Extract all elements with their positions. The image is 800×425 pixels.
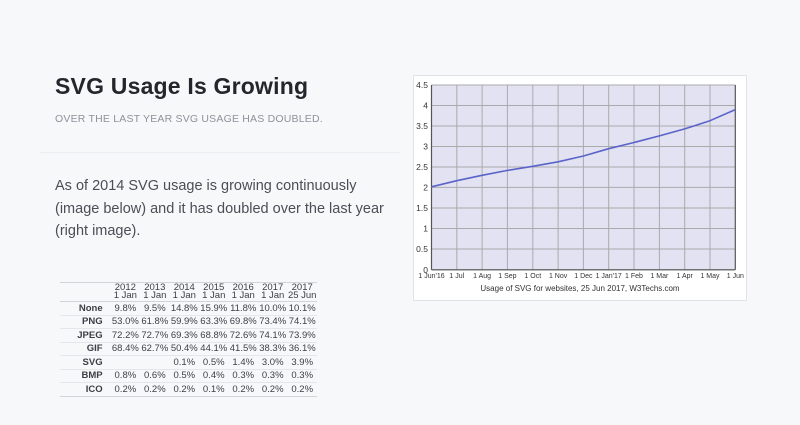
svg-text:1.5: 1.5 xyxy=(416,203,428,213)
svg-text:1 Jun'16: 1 Jun'16 xyxy=(418,273,444,280)
svg-text:1 Mar: 1 Mar xyxy=(650,273,669,280)
svg-text:1 Nov: 1 Nov xyxy=(549,273,568,280)
svg-text:1 Feb: 1 Feb xyxy=(625,273,643,280)
svg-text:1 Jun: 1 Jun xyxy=(727,273,744,280)
svg-text:2: 2 xyxy=(423,182,428,192)
svg-text:0.5: 0.5 xyxy=(416,244,428,254)
svg-text:4.5: 4.5 xyxy=(416,80,428,90)
svg-text:1 Apr: 1 Apr xyxy=(677,273,694,280)
svg-text:1 May: 1 May xyxy=(700,273,720,280)
svg-text:3.5: 3.5 xyxy=(416,121,428,131)
svg-text:1 Sep: 1 Sep xyxy=(498,273,516,280)
svg-text:1: 1 xyxy=(423,224,428,234)
svg-text:1 Oct: 1 Oct xyxy=(524,273,541,280)
svg-text:1 Jul: 1 Jul xyxy=(449,273,464,280)
svg-text:1 Jan'17: 1 Jan'17 xyxy=(596,273,622,280)
svg-text:1 Dec: 1 Dec xyxy=(574,273,593,280)
svg-text:1 Aug: 1 Aug xyxy=(473,273,491,280)
svg-text:2.5: 2.5 xyxy=(416,162,428,172)
svg-text:3: 3 xyxy=(423,142,428,152)
svg-text:4: 4 xyxy=(423,101,428,111)
svg-text:Usage of SVG for websites, 25: Usage of SVG for websites, 25 Jun 2017, … xyxy=(480,284,680,293)
